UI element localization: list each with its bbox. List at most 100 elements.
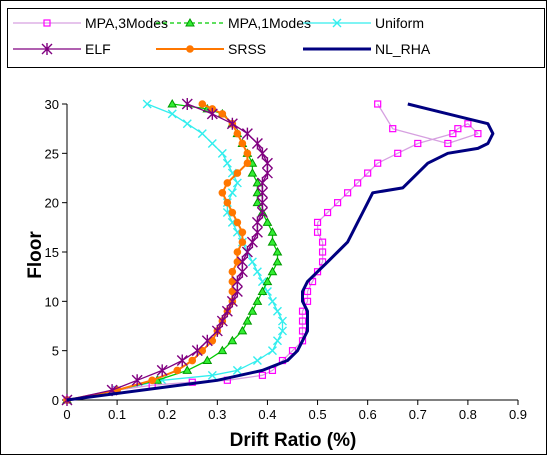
data-point-mpa-1modes <box>267 237 278 246</box>
data-point-srss <box>228 267 237 276</box>
data-point-uniform <box>207 138 217 148</box>
legend-marker-srss <box>186 45 194 53</box>
data-point-uniform <box>267 296 277 306</box>
data-point-mpa-1modes <box>252 296 263 305</box>
legend-item-srss: SRSS <box>154 39 294 63</box>
data-point-srss <box>228 287 237 296</box>
data-point-mpa-3modes <box>313 218 322 226</box>
data-point-elf <box>251 216 263 229</box>
legend-swatch-nl-rha <box>303 47 371 51</box>
data-point-srss <box>223 179 232 187</box>
x-tick-label: 0.2 <box>158 407 176 422</box>
data-point-uniform <box>227 188 237 198</box>
data-point-srss <box>228 277 237 286</box>
y-axis-title: Floor <box>25 231 46 279</box>
data-point-mpa-1modes <box>202 355 213 365</box>
axes: 0 0.1 0.2 0.3 0.4 0.5 0.6 0.7 0.8 0.9 0 5 10 15 20 25 30 <box>45 97 528 422</box>
data-point-uniform <box>217 148 227 158</box>
data-point-elf <box>181 98 193 110</box>
x-tick-label: 0.8 <box>459 407 477 422</box>
legend-label-srss: SRSS <box>228 41 267 57</box>
data-point-mpa-1modes <box>252 197 263 207</box>
data-point-mpa-1modes <box>237 325 248 335</box>
data-point-uniform <box>232 178 242 188</box>
y-tick-label: 20 <box>45 196 59 211</box>
data-point-mpa-3modes <box>318 248 327 256</box>
data-point-srss <box>228 208 237 217</box>
legend-swatch-mpa-3modes <box>13 19 81 27</box>
data-point-uniform <box>277 316 287 326</box>
data-point-srss <box>233 129 242 138</box>
legend-swatch-srss <box>156 45 224 53</box>
data-point-srss <box>198 346 207 355</box>
data-point-uniform <box>267 346 277 356</box>
data-point-mpa-3modes <box>374 159 382 167</box>
data-point-mpa-3modes <box>449 130 457 138</box>
data-point-mpa-3modes <box>389 125 397 133</box>
chart-legend: MPA,3Modes MPA,1Modes Uniform ELF SRSS NL_RHA <box>7 8 545 68</box>
data-point-mpa-1modes <box>247 306 258 315</box>
data-point-srss <box>238 228 247 237</box>
series-uniform <box>62 99 287 405</box>
x-tick-label: 0.9 <box>509 407 527 422</box>
legend-swatch-elf <box>13 43 81 55</box>
data-point-uniform <box>232 365 242 375</box>
data-point-mpa-1modes <box>272 246 283 256</box>
legend-marker-uniform <box>332 18 342 28</box>
legend-label-mpa-3modes: MPA,3Modes <box>85 15 168 31</box>
data-point-elf <box>201 334 213 347</box>
series-line-uniform <box>66 103 284 401</box>
y-tick-label: 0 <box>52 393 59 408</box>
data-point-mpa-3modes <box>344 189 352 197</box>
data-point-elf <box>256 176 268 189</box>
y-tick-label: 10 <box>45 294 59 309</box>
data-point-srss <box>148 376 156 385</box>
legend-label-uniform: Uniform <box>375 15 425 31</box>
x-tick-label: 0.1 <box>108 407 126 422</box>
data-point-srss <box>208 337 217 345</box>
data-point-uniform <box>252 267 262 277</box>
series-layer <box>61 98 495 406</box>
data-point-mpa-1modes <box>267 227 278 236</box>
data-point-mpa-1modes <box>217 345 228 355</box>
data-point-elf <box>251 137 263 150</box>
data-point-mpa-3modes <box>313 228 322 236</box>
series-nl-rha <box>66 102 495 402</box>
data-point-srss <box>198 100 207 108</box>
legend-marker-mpa-1modes <box>185 17 195 27</box>
data-point-uniform <box>277 326 287 336</box>
data-point-mpa-1modes <box>247 168 258 177</box>
data-point-srss <box>173 366 182 375</box>
data-point-elf <box>221 305 233 318</box>
data-point-mpa-1modes <box>267 266 278 276</box>
data-point-uniform <box>222 158 232 168</box>
data-point-mpa-1modes <box>167 98 178 108</box>
y-tick-label: 30 <box>45 97 59 112</box>
x-tick-label: 0.4 <box>258 407 276 422</box>
data-point-elf <box>256 147 268 160</box>
data-point-elf <box>226 117 238 130</box>
legend-item-nl-rha: NL_RHA <box>301 39 441 63</box>
data-point-srss <box>233 169 242 177</box>
data-point-elf <box>176 354 188 367</box>
data-point-uniform <box>252 356 262 366</box>
data-point-uniform <box>272 306 282 316</box>
data-point-mpa-3modes <box>364 169 372 177</box>
data-point-srss <box>218 189 227 197</box>
data-point-srss <box>243 159 252 167</box>
data-point-elf <box>246 236 258 249</box>
data-point-elf <box>241 246 253 258</box>
data-point-mpa-3modes <box>298 327 307 335</box>
series-line-srss <box>66 103 249 401</box>
legend-item-uniform: Uniform <box>301 13 441 37</box>
x-tick-label: 0.7 <box>409 407 427 422</box>
data-point-srss <box>233 248 242 256</box>
legend-item-mpa-1modes: MPA,1Modes <box>154 13 311 37</box>
data-point-uniform <box>142 99 152 109</box>
x-axis-title: Drift Ratio (%) <box>230 430 357 451</box>
data-point-mpa-1modes <box>272 256 283 266</box>
data-point-mpa-3modes <box>303 287 312 296</box>
data-point-mpa-3modes <box>464 120 472 128</box>
data-point-mpa-1modes <box>182 365 193 374</box>
